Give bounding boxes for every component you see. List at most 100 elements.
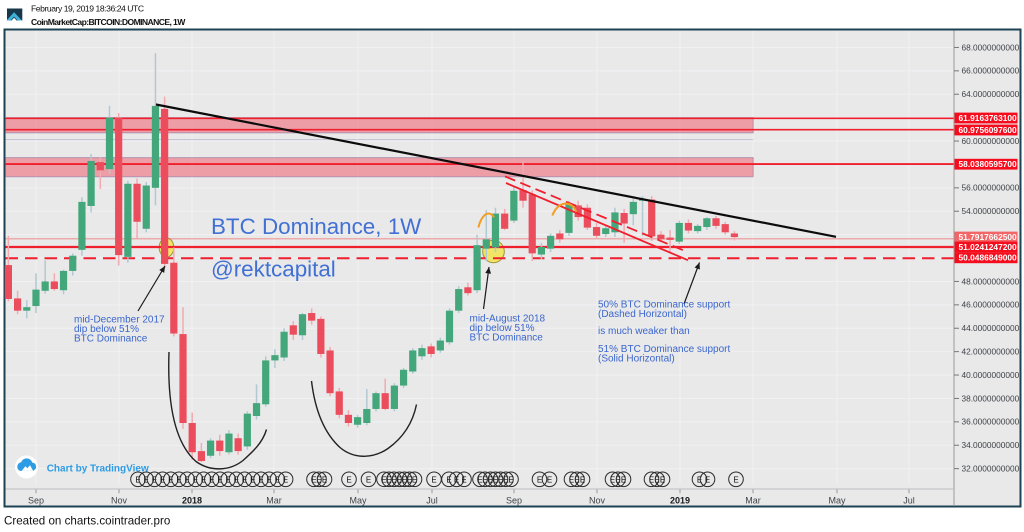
svg-text:May: May (828, 496, 846, 506)
svg-text:E: E (217, 475, 222, 484)
svg-text:E: E (391, 475, 396, 484)
svg-text:50.0486849000: 50.0486849000 (959, 253, 1018, 263)
svg-text:E: E (461, 475, 466, 484)
svg-text:58.0380595700: 58.0380595700 (959, 159, 1018, 169)
svg-text:Created on charts.cointrader.p: Created on charts.cointrader.pro (4, 515, 170, 528)
svg-text:E: E (569, 475, 574, 484)
svg-text:E: E (580, 475, 585, 484)
svg-text:E: E (366, 475, 371, 484)
svg-text:51% BTC Dominance support: 51% BTC Dominance support (598, 344, 731, 355)
svg-text:E: E (346, 475, 351, 484)
svg-text:CoinMarketCap:BITCOIN:DOMINANC: CoinMarketCap:BITCOIN:DOMINANCE, 1W (31, 17, 186, 27)
svg-text:E: E (201, 475, 206, 484)
svg-text:E: E (537, 475, 542, 484)
svg-text:E: E (311, 475, 316, 484)
svg-text:2018: 2018 (182, 496, 202, 506)
svg-text:E: E (283, 475, 288, 484)
svg-text:64.0000000000: 64.0000000000 (962, 89, 1020, 99)
svg-text:E: E (226, 475, 231, 484)
svg-text:E: E (503, 475, 508, 484)
svg-text:Jul: Jul (903, 496, 915, 506)
svg-text:E: E (547, 475, 552, 484)
svg-text:E: E (574, 475, 579, 484)
svg-text:Chart by TradingView: Chart by TradingView (47, 463, 149, 474)
svg-text:E: E (322, 475, 327, 484)
svg-text:E: E (381, 475, 386, 484)
svg-text:38.0000000000: 38.0000000000 (962, 393, 1020, 403)
svg-text:E: E (267, 475, 272, 484)
svg-text:February 19, 2019 18:36:24 UTC: February 19, 2019 18:36:24 UTC (31, 4, 144, 14)
svg-text:E: E (275, 475, 280, 484)
svg-text:E: E (493, 475, 498, 484)
svg-text:E: E (431, 475, 436, 484)
svg-text:E: E (160, 475, 165, 484)
svg-text:48.0000000000: 48.0000000000 (962, 276, 1020, 286)
svg-text:E: E (407, 475, 412, 484)
svg-text:E: E (234, 475, 239, 484)
svg-text:BTC Dominance: BTC Dominance (470, 332, 544, 343)
svg-text:60.0000000000: 60.0000000000 (962, 136, 1020, 146)
svg-text:E: E (258, 475, 263, 484)
svg-text:46.0000000000: 46.0000000000 (962, 300, 1020, 310)
svg-text:E: E (397, 475, 402, 484)
svg-text:Sep: Sep (506, 496, 522, 506)
svg-text:E: E (250, 475, 255, 484)
svg-text:50% BTC Dominance support: 50% BTC Dominance support (598, 300, 731, 311)
svg-text:is much weaker than: is much weaker than (598, 326, 690, 337)
svg-text:E: E (498, 475, 503, 484)
svg-text:E: E (482, 475, 487, 484)
svg-text:51.7917662500: 51.7917662500 (959, 232, 1018, 242)
svg-text:dip below 51%: dip below 51% (74, 324, 139, 335)
svg-text:32.0000000000: 32.0000000000 (962, 464, 1020, 474)
svg-text:E: E (705, 475, 710, 484)
svg-text:60.9756097600: 60.9756097600 (959, 125, 1018, 135)
svg-text:61.9163763100: 61.9163763100 (959, 113, 1018, 123)
svg-text:E: E (649, 475, 654, 484)
svg-text:Nov: Nov (589, 496, 606, 506)
svg-text:E: E (242, 475, 247, 484)
svg-text:E: E (135, 475, 140, 484)
svg-text:Jul: Jul (426, 496, 438, 506)
svg-text:E: E (477, 475, 482, 484)
svg-text:(Solid Horizontal): (Solid Horizontal) (598, 354, 675, 365)
svg-text:E: E (697, 475, 702, 484)
svg-text:54.0000000000: 54.0000000000 (962, 206, 1020, 216)
svg-text:E: E (508, 475, 513, 484)
svg-text:E: E (615, 475, 620, 484)
svg-text:E: E (316, 475, 321, 484)
svg-text:dip below 51%: dip below 51% (470, 323, 535, 334)
svg-text:BTC Dominance: BTC Dominance (74, 333, 148, 344)
svg-text:May: May (349, 496, 367, 506)
svg-text:E: E (193, 475, 198, 484)
svg-text:66.0000000000: 66.0000000000 (962, 66, 1020, 76)
svg-text:Mar: Mar (266, 496, 282, 506)
svg-text:E: E (654, 475, 659, 484)
svg-text:E: E (209, 475, 214, 484)
svg-text:E: E (412, 475, 417, 484)
svg-text:Nov: Nov (111, 496, 128, 506)
svg-text:51.0241247200: 51.0241247200 (959, 242, 1018, 252)
svg-text:E: E (733, 475, 738, 484)
svg-text:E: E (386, 475, 391, 484)
svg-text:2019: 2019 (670, 496, 690, 506)
svg-text:44.0000000000: 44.0000000000 (962, 323, 1020, 333)
svg-text:34.0000000000: 34.0000000000 (962, 440, 1020, 450)
svg-text:mid-August 2018: mid-August 2018 (470, 314, 546, 325)
svg-text:BTC Dominance, 1W: BTC Dominance, 1W (211, 214, 422, 239)
svg-text:E: E (144, 475, 149, 484)
svg-text:E: E (660, 475, 665, 484)
svg-text:(Dashed Horizontal): (Dashed Horizontal) (598, 309, 687, 320)
svg-text:68.0000000000: 68.0000000000 (962, 42, 1020, 52)
svg-text:E: E (488, 475, 493, 484)
svg-text:E: E (185, 475, 190, 484)
svg-text:Mar: Mar (745, 496, 761, 506)
svg-text:42.0000000000: 42.0000000000 (962, 347, 1020, 357)
svg-text:Sep: Sep (28, 496, 44, 506)
svg-text:mid-December 2017: mid-December 2017 (74, 315, 165, 326)
svg-text:E: E (621, 475, 626, 484)
svg-text:36.0000000000: 36.0000000000 (962, 417, 1020, 427)
svg-text:@rektcapital: @rektcapital (211, 257, 336, 282)
svg-text:E: E (152, 475, 157, 484)
svg-text:40.0000000000: 40.0000000000 (962, 370, 1020, 380)
svg-text:E: E (168, 475, 173, 484)
